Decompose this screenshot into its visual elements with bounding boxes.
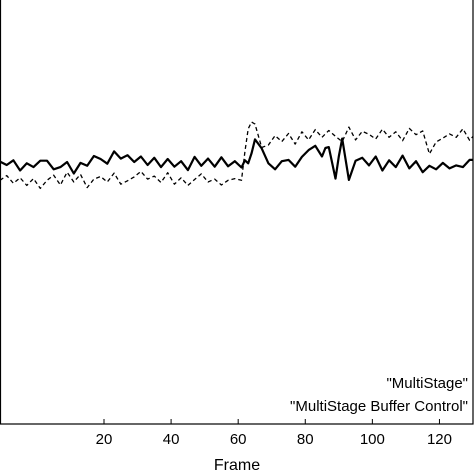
x-tick-label: 60 <box>230 431 247 448</box>
x-tick-label: 20 <box>96 431 113 448</box>
plot-frame <box>0 0 474 425</box>
x-tick-label: 40 <box>163 431 180 448</box>
legend-entry-2: "MultiStage Buffer Control" <box>290 398 468 415</box>
x-tick-label: 100 <box>360 431 385 448</box>
series-line-2 <box>0 121 474 190</box>
x-tick-label: 80 <box>297 431 314 448</box>
x-axis-title: Frame <box>214 457 260 474</box>
legend-entry-1: "MultiStage" <box>386 375 468 392</box>
plot-border <box>0 0 474 425</box>
series-layer <box>0 121 474 190</box>
series-line-1 <box>0 137 473 181</box>
x-tick-label: 120 <box>427 431 452 448</box>
legend: "MultiStage" "MultiStage Buffer Control" <box>290 375 468 415</box>
x-axis-ticks: 20 40 60 80 100 120 <box>96 419 452 448</box>
